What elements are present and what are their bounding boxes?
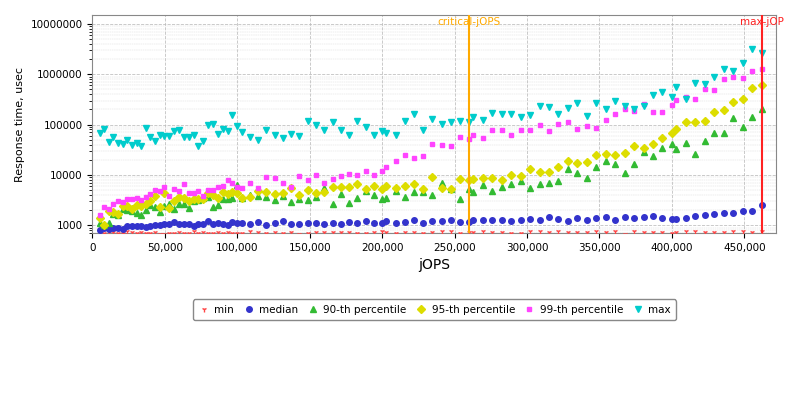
95-th percentile — [154, 204, 164, 209]
95-th percentile — [516, 174, 526, 179]
median — [150, 223, 159, 228]
min — [757, 229, 766, 234]
Line: max: max — [96, 46, 765, 149]
99-th percentile — [620, 106, 630, 111]
Line: 90-th percentile: 90-th percentile — [96, 106, 765, 229]
max — [630, 107, 639, 112]
90-th percentile — [516, 179, 526, 184]
90-th percentile — [95, 220, 105, 225]
99-th percentile — [222, 178, 232, 182]
Text: max-jOP: max-jOP — [740, 17, 784, 27]
95-th percentile — [228, 190, 238, 194]
90-th percentile — [99, 223, 109, 228]
max — [757, 51, 766, 56]
max — [747, 47, 757, 52]
median — [620, 215, 630, 220]
95-th percentile — [99, 222, 109, 227]
Y-axis label: Response time, usec: Response time, usec — [15, 66, 25, 182]
95-th percentile — [757, 83, 766, 88]
99-th percentile — [719, 77, 729, 82]
min — [154, 231, 164, 236]
median — [222, 222, 232, 227]
90-th percentile — [729, 115, 738, 120]
90-th percentile — [228, 196, 238, 201]
min — [690, 228, 700, 233]
99-th percentile — [506, 132, 516, 137]
99-th percentile — [638, 102, 648, 106]
min — [648, 230, 658, 234]
min — [516, 230, 526, 235]
min — [738, 229, 747, 234]
X-axis label: jOPS: jOPS — [418, 258, 450, 272]
min — [150, 230, 159, 235]
max — [729, 69, 738, 74]
95-th percentile — [729, 99, 738, 104]
90-th percentile — [630, 162, 639, 167]
max — [150, 138, 159, 143]
99-th percentile — [150, 188, 159, 193]
95-th percentile — [95, 215, 105, 220]
max — [228, 113, 238, 118]
95-th percentile — [630, 144, 639, 149]
99-th percentile — [95, 212, 105, 217]
Line: min: min — [97, 228, 765, 236]
median — [757, 203, 766, 208]
max — [516, 115, 526, 120]
99-th percentile — [757, 66, 766, 71]
min — [630, 229, 639, 234]
90-th percentile — [154, 209, 164, 214]
median — [638, 215, 648, 220]
median — [506, 218, 516, 223]
max — [95, 130, 105, 135]
Legend: min, median, 90-th percentile, 95-th percentile, 99-th percentile, max: min, median, 90-th percentile, 95-th per… — [193, 300, 676, 320]
max — [194, 144, 203, 148]
90-th percentile — [757, 106, 766, 111]
min — [228, 230, 238, 235]
median — [95, 228, 105, 232]
median — [719, 210, 729, 215]
max — [648, 92, 658, 97]
95-th percentile — [648, 141, 658, 146]
90-th percentile — [648, 154, 658, 158]
min — [95, 230, 105, 234]
Line: median: median — [97, 202, 765, 233]
Line: 99-th percentile: 99-th percentile — [98, 67, 764, 217]
Line: 95-th percentile: 95-th percentile — [97, 82, 765, 228]
Text: critical-jOPS: critical-jOPS — [438, 17, 501, 27]
